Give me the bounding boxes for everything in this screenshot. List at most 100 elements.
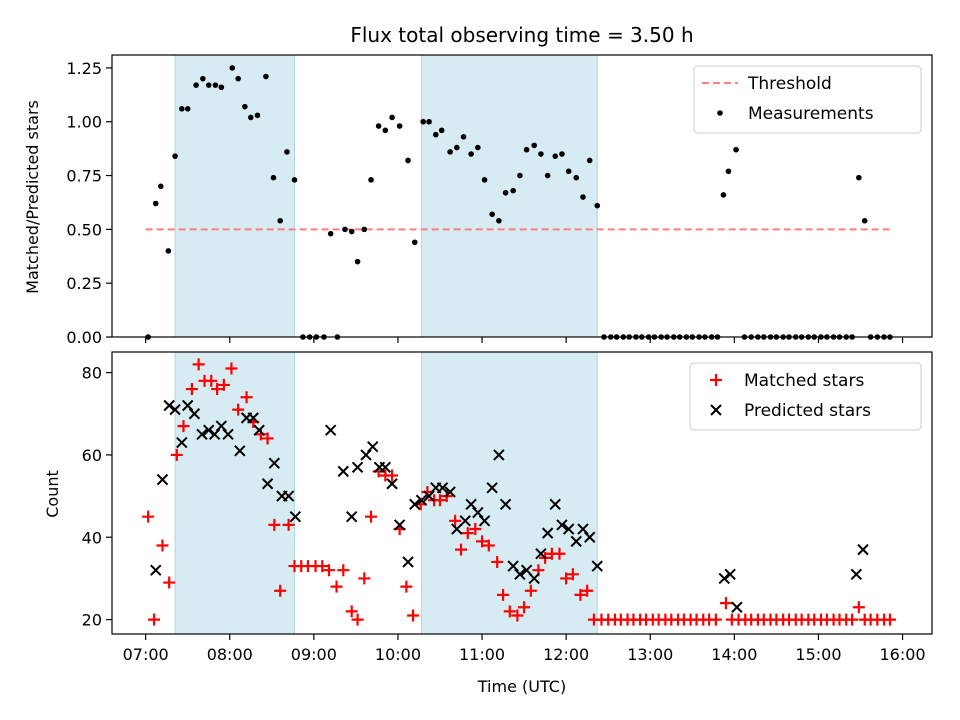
- matched-star-point: [482, 539, 495, 552]
- predicted-star-point: [493, 449, 505, 461]
- measurement-point: [517, 172, 523, 179]
- predicted-star-point: [379, 461, 392, 473]
- predicted-star-point: [282, 490, 295, 502]
- predicted-star-point: [163, 399, 175, 412]
- predicted-star-point: [360, 449, 372, 461]
- predicted-star-point: [203, 424, 215, 436]
- predicted-star-point: [222, 428, 234, 441]
- predicted-star-point: [247, 412, 259, 424]
- predicted-star-point: [570, 535, 582, 548]
- predicted-star-point: [731, 601, 743, 613]
- predicted-star-point: [507, 560, 519, 572]
- x-tick-label: 15:00: [795, 645, 841, 664]
- measurement-point: [496, 217, 502, 224]
- predicted-star-point: [486, 482, 498, 494]
- x-axis-label: Time (UTC): [477, 677, 566, 696]
- predicted-star-point: [472, 506, 484, 519]
- matched-star-point: [217, 378, 230, 391]
- predicted-star-point: [208, 428, 221, 441]
- predicted-star-point: [215, 420, 228, 432]
- predicted-star-point: [562, 523, 575, 535]
- axes-frame: [111, 351, 933, 635]
- predicted-star-point: [415, 494, 428, 506]
- matched-star-point: [163, 576, 176, 589]
- matched-star-point: [351, 613, 364, 626]
- matched-star-point: [553, 547, 566, 560]
- predicted-star-point: [150, 564, 162, 576]
- measurement-point: [580, 194, 586, 200]
- measurement-point: [247, 114, 254, 121]
- measurement-point: [396, 123, 403, 129]
- matched-star-point: [337, 564, 350, 577]
- measurement-point: [559, 151, 565, 157]
- measurement-point: [193, 82, 199, 88]
- predicted-star-point: [169, 403, 181, 416]
- matched-star-point: [232, 403, 245, 416]
- matched-star-point: [719, 597, 732, 610]
- predicted-star-point: [351, 461, 364, 473]
- legend-label: Measurements: [748, 104, 874, 124]
- measurement-point: [552, 153, 559, 159]
- shaded-interval: [175, 55, 295, 337]
- measurement-point: [438, 127, 445, 134]
- matched-star-point: [469, 523, 482, 536]
- predicted-star-point: [857, 543, 869, 556]
- measurement-point: [327, 230, 334, 237]
- legend-predicted-swatch: [710, 404, 722, 416]
- axes-frame: [111, 54, 933, 338]
- legend-matched-swatch: [710, 374, 722, 386]
- predicted-star-point: [181, 399, 194, 412]
- x-tick-label: 07:00: [123, 645, 169, 664]
- matched-star-point: [400, 580, 413, 593]
- legend-label: Predicted stars: [744, 401, 871, 421]
- measurement-point: [861, 217, 868, 224]
- x-tick-label: 11:00: [459, 645, 505, 664]
- matched-star-point: [455, 543, 468, 556]
- y-tick-label: 1.00: [66, 113, 102, 132]
- top-panel: 0.00 0.25 0.50 0.75 1.00 1.25 Threshold Measure…: [66, 54, 933, 347]
- matched-star-point: [574, 588, 587, 601]
- measurement-point: [389, 114, 395, 121]
- matched-star-point: [476, 535, 489, 548]
- matched-star-point: [185, 383, 198, 396]
- matched-star-point: [254, 428, 267, 441]
- matched-star-point: [566, 568, 579, 581]
- predicted-star-point: [724, 568, 736, 581]
- matched-star-point: [316, 560, 329, 573]
- predicted-star-point: [176, 436, 188, 449]
- measurement-point: [218, 84, 225, 91]
- matched-star-point: [560, 572, 573, 585]
- measurement-point: [348, 228, 355, 235]
- x-tick-label: 09:00: [291, 645, 337, 664]
- measurement-point: [375, 123, 382, 129]
- matched-star-point: [142, 510, 155, 523]
- measurement-point: [405, 157, 411, 164]
- matched-star-point: [497, 588, 510, 601]
- measurement-point: [489, 211, 495, 218]
- matched-star-point: [282, 518, 295, 531]
- matched-star-point: [148, 613, 161, 626]
- measurement-point: [342, 226, 348, 233]
- predicted-star-point: [393, 519, 406, 531]
- y-tick-label: 20: [82, 611, 102, 630]
- measurement-point: [368, 177, 374, 183]
- y-tick-label: 80: [82, 364, 102, 383]
- predicted-star-point: [324, 424, 337, 436]
- matched-star-point: [365, 510, 378, 523]
- predicted-star-point: [253, 424, 265, 436]
- matched-star-point: [491, 555, 504, 568]
- y-tick-label: 0.00: [66, 328, 102, 347]
- predicted-star-point: [289, 510, 302, 523]
- measurement-point: [205, 82, 212, 88]
- predicted-star-point: [535, 548, 547, 560]
- measurement-point: [212, 82, 219, 88]
- predicted-star-point: [345, 510, 358, 523]
- predicted-star-point: [577, 523, 589, 535]
- predicted-star-point: [528, 572, 540, 585]
- matched-star-point: [524, 584, 537, 597]
- measurement-point: [270, 174, 277, 181]
- matched-star-point: [261, 432, 274, 445]
- legend: Threshold Measurements: [693, 65, 922, 134]
- legend-measurement-swatch: [717, 110, 723, 116]
